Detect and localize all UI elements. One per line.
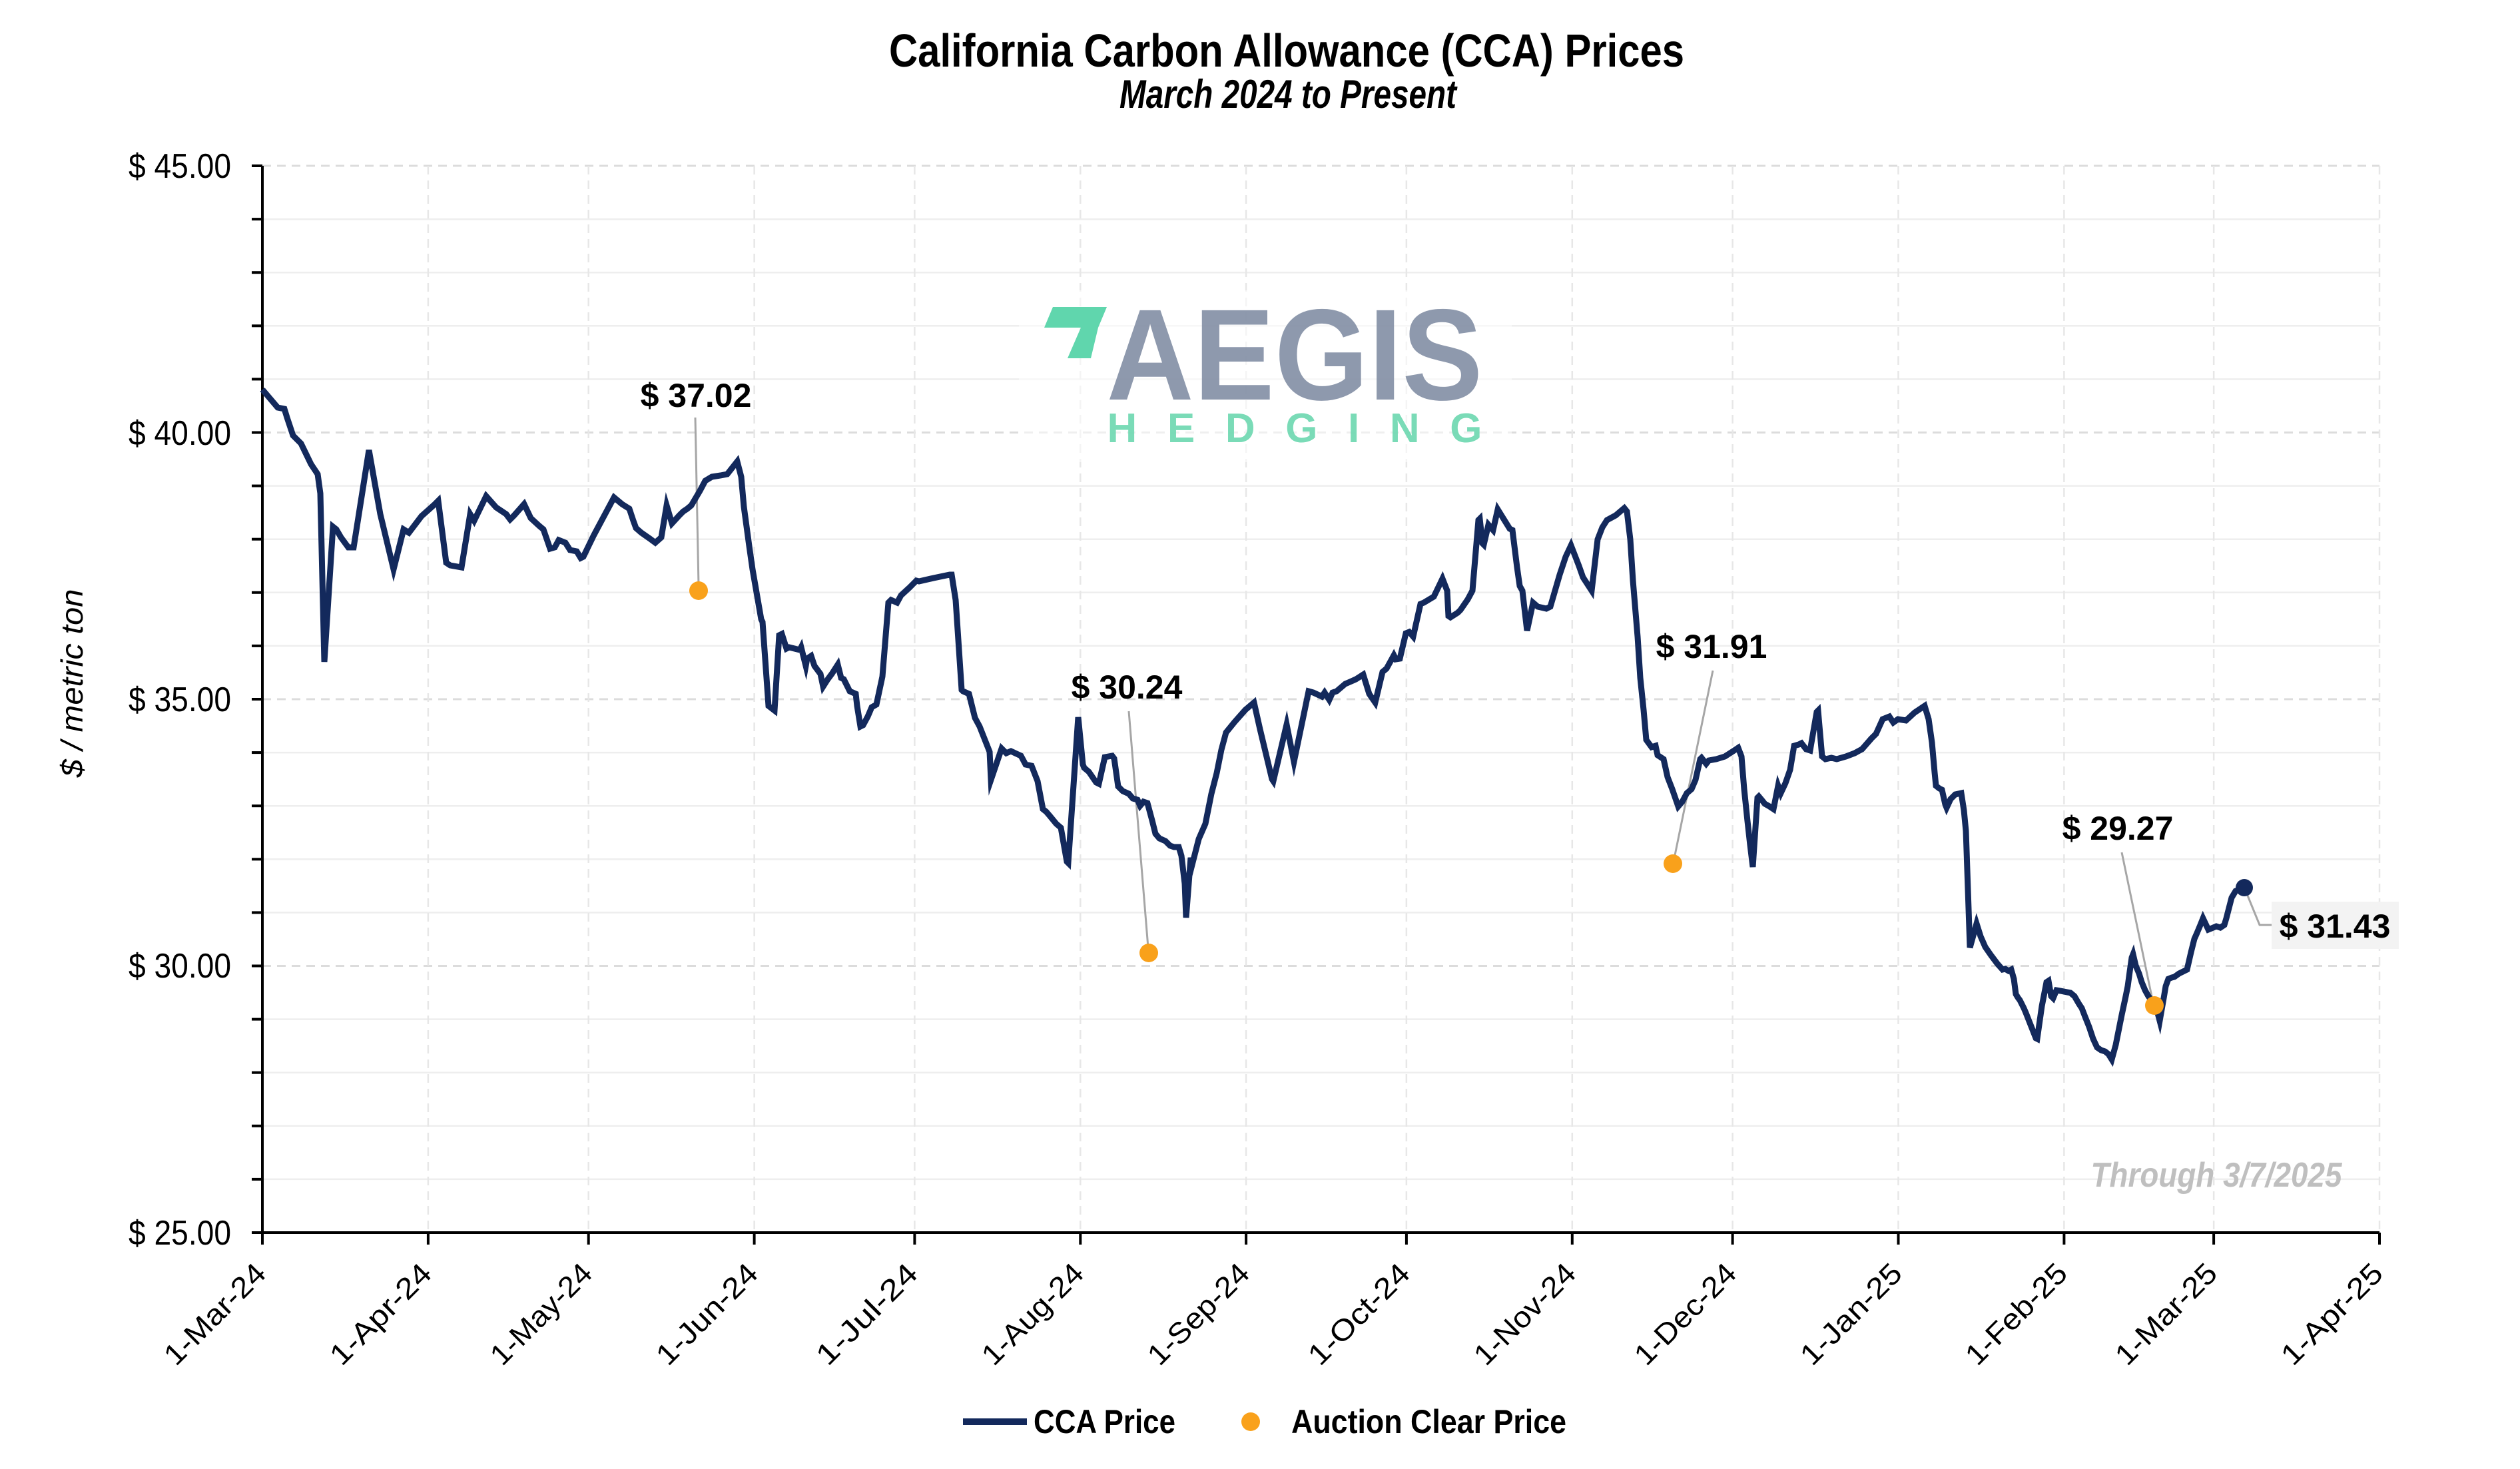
svg-text:$ 30.00: $ 30.00 <box>129 947 231 986</box>
svg-text:$ 25.00: $ 25.00 <box>129 1214 231 1253</box>
svg-text:$ 37.02: $ 37.02 <box>641 377 752 414</box>
svg-text:$ 45.00: $ 45.00 <box>129 147 231 186</box>
svg-text:$ 35.00: $ 35.00 <box>129 681 231 719</box>
svg-text:California Carbon Allowance (C: California Carbon Allowance (CCA) Prices <box>889 25 1684 77</box>
svg-text:$ 31.43: $ 31.43 <box>2280 908 2391 945</box>
svg-text:$ 31.91: $ 31.91 <box>1656 628 1767 665</box>
svg-text:Auction Clear Price: Auction Clear Price <box>1291 1403 1566 1440</box>
svg-text:AEGIS: AEGIS <box>1107 282 1483 428</box>
svg-text:CCA Price: CCA Price <box>1034 1403 1175 1440</box>
svg-text:$ 40.00: $ 40.00 <box>129 414 231 453</box>
svg-text:$ 30.24: $ 30.24 <box>1072 669 1183 706</box>
svg-text:$ / metric ton: $ / metric ton <box>55 589 89 778</box>
svg-text:$ 29.27: $ 29.27 <box>2062 810 2174 847</box>
svg-text:Through 3/7/2025: Through 3/7/2025 <box>2091 1156 2343 1195</box>
svg-text:HEDGING: HEDGING <box>1107 406 1482 451</box>
svg-text:March 2024 to Present: March 2024 to Present <box>1119 72 1458 117</box>
